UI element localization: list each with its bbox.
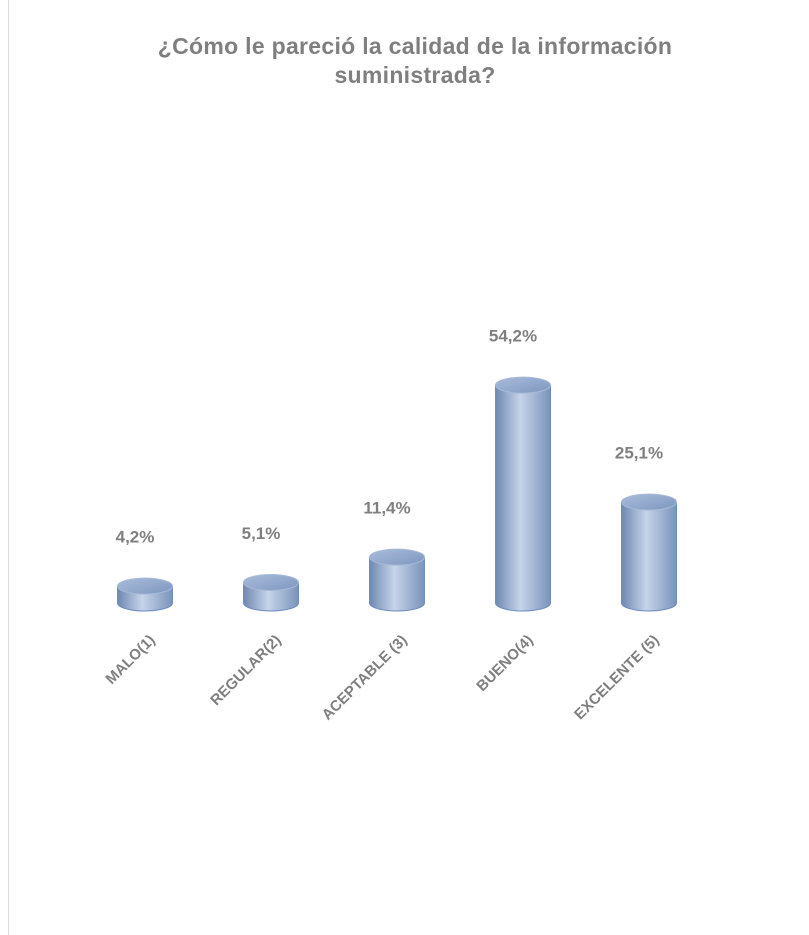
bar-top	[117, 577, 173, 595]
x-tick-label: BUENO(4)	[473, 632, 536, 695]
bar-top	[621, 493, 677, 511]
value-label: 5,1%	[242, 524, 281, 543]
bar	[621, 501, 677, 612]
value-label: 4,2%	[116, 528, 155, 547]
value-label: 54,2%	[489, 327, 537, 346]
bar-top	[243, 573, 299, 591]
x-tick-label: MALO(1)	[102, 632, 158, 688]
bar	[369, 556, 425, 612]
x-tick-label: EXCELENTE (5)	[571, 632, 663, 724]
chart-title: ¿Cómo le pareció la calidad de la inform…	[157, 33, 673, 88]
bar	[495, 384, 551, 612]
value-label: 11,4%	[363, 499, 410, 518]
value-label: 25,1%	[615, 444, 663, 463]
x-tick-label: REGULAR(2)	[207, 632, 284, 709]
x-tick-label: ACEPTABLE (3)	[319, 632, 411, 724]
bar-top	[495, 376, 551, 394]
bar-top	[369, 548, 425, 566]
